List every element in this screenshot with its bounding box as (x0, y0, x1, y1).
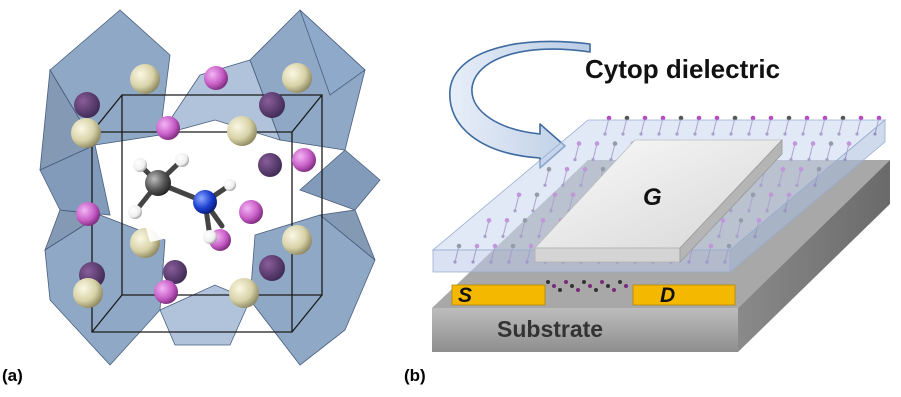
cytop-dielectric-label: Cytop dielectric (585, 54, 780, 84)
lead-atom (130, 64, 160, 94)
molecule-atom (822, 115, 828, 121)
molecule-atom (768, 115, 774, 121)
channel-molecule-atom (618, 280, 622, 284)
hydrogen-atom (203, 230, 217, 244)
channel-molecule-atom (576, 288, 580, 292)
source-label: S (458, 284, 472, 307)
channel-molecule-atom (558, 288, 562, 292)
channel-molecule-atom (612, 288, 616, 292)
molecule-atom (750, 115, 756, 121)
hydrogen-atom (128, 205, 142, 219)
dielectric-side (729, 119, 886, 273)
gate-side (679, 138, 783, 264)
drain-label: D (660, 284, 675, 307)
octahedron-bottom-right-face (319, 209, 376, 261)
molecule-atom (876, 115, 882, 121)
octahedron-bottom-center (159, 284, 251, 346)
curved-arrow-icon (449, 40, 591, 169)
molecule-atom (696, 115, 702, 121)
iodide-atom (259, 255, 285, 281)
panel-a-perovskite-structure (39, 9, 381, 366)
molecule-atom (714, 115, 720, 121)
panel-b-label: (b) (404, 366, 426, 385)
lead-atom (71, 118, 101, 148)
channel-molecule-atom (564, 280, 568, 284)
substrate-side (738, 160, 890, 352)
channel-molecule-atom (552, 284, 556, 288)
molecule-atom (804, 115, 810, 121)
drain-electrode (632, 284, 736, 306)
iodide-atom (204, 66, 228, 90)
molecule-atom (678, 115, 684, 121)
iodide-atom (163, 260, 187, 284)
substrate-label: Substrate (497, 316, 603, 342)
octahedron-center-right (299, 149, 381, 211)
molecule-atom (606, 115, 612, 121)
lead-atom (282, 225, 312, 255)
gate-front (534, 247, 681, 263)
channel-molecule-atom (570, 284, 574, 288)
iodide-atom (292, 148, 316, 172)
channel-molecule-atom (588, 284, 592, 288)
hydrogen-atom (133, 158, 147, 172)
gate-label: G (643, 184, 662, 211)
molecule-atom (786, 115, 792, 121)
lead-atom (282, 63, 312, 93)
iodide-atom (258, 153, 282, 177)
panel-b-device-schematic: Cytop dielectric Substrate S D (431, 40, 890, 352)
lead-atom (227, 116, 257, 146)
iodide-atom (74, 92, 100, 118)
channel-molecule-atom (582, 280, 586, 284)
octahedron-top-right-face (299, 9, 366, 96)
iodide-atom (76, 202, 100, 226)
iodide-atom (154, 280, 178, 304)
molecule-atom (660, 115, 666, 121)
hydrogen-atom (175, 153, 189, 167)
carbon-atom (145, 170, 171, 196)
substrate-front (432, 308, 738, 352)
molecule-atom (732, 115, 738, 121)
channel-molecule-atom (606, 284, 610, 288)
channel-molecule-atom (600, 280, 604, 284)
iodide-atom (259, 92, 285, 118)
nitrogen-atom (193, 190, 217, 214)
molecule-atom (858, 115, 864, 121)
electrodes: S D (451, 284, 736, 307)
channel-molecule-atom (594, 288, 598, 292)
lead-atom (229, 278, 259, 308)
channel-molecule-atom (546, 280, 550, 284)
panel-a-label: (a) (2, 366, 23, 385)
lead-atom (73, 278, 103, 308)
iodide-atoms (76, 66, 316, 304)
molecule-atom (642, 115, 648, 121)
hydrogen-atom (224, 179, 236, 191)
molecule-atom (624, 115, 630, 121)
gate-electrode: G (534, 138, 783, 264)
iodide-atom (156, 116, 180, 140)
molecule-atom (840, 115, 846, 121)
methylammonium-molecule (128, 153, 236, 244)
source-electrode (451, 284, 546, 306)
iodide-atom (239, 200, 263, 224)
channel-molecule-atom (624, 284, 628, 288)
